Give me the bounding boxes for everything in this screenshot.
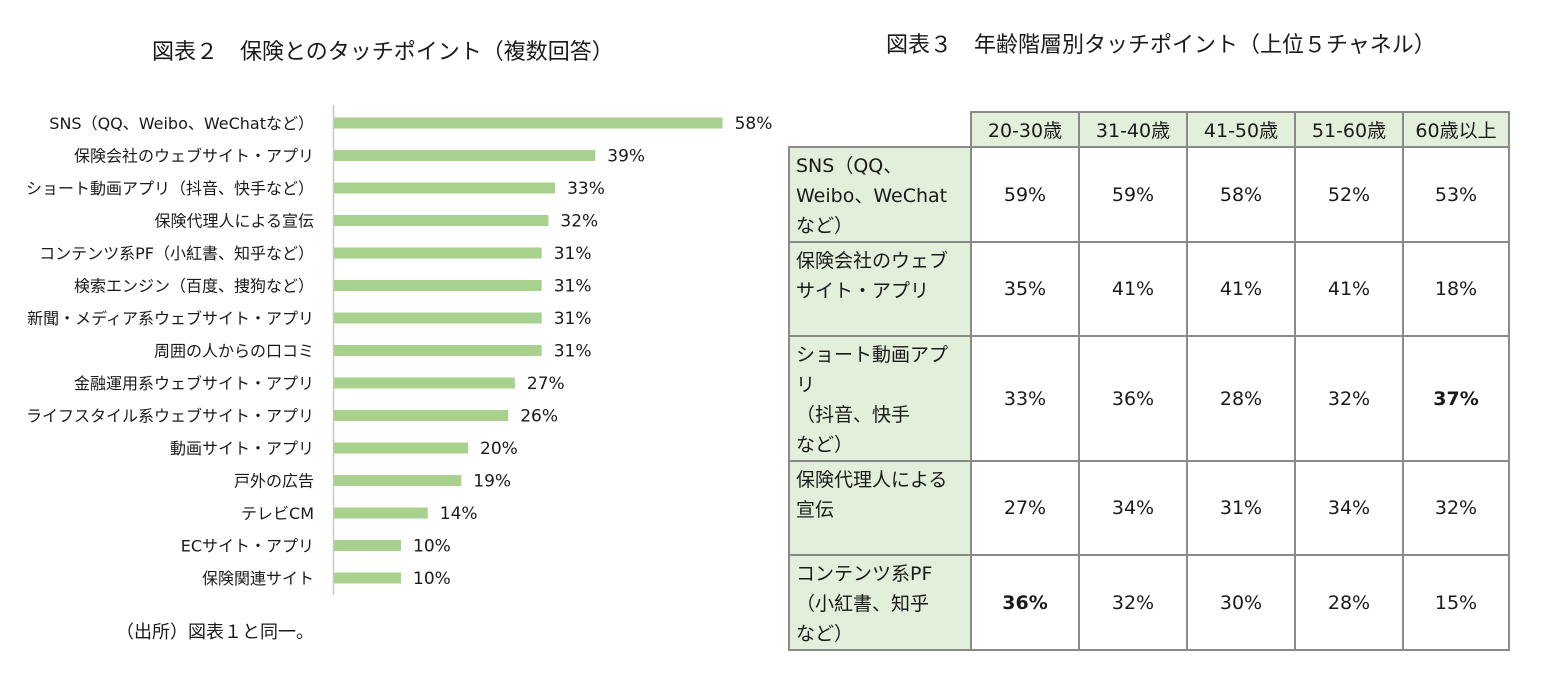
data-label: 31%: [554, 277, 592, 297]
category-label: コンテンツ系PF（小紅書、知乎など）: [39, 244, 314, 263]
table-cell: 27%: [970, 460, 1080, 556]
table-cell: 32%: [1402, 460, 1510, 556]
bar: [334, 540, 401, 551]
column-header: 41-50歳: [1186, 111, 1296, 148]
bar: [334, 182, 556, 194]
row-header: SNS（QQ、 Weibo、WeChat など）: [788, 146, 972, 243]
data-label: 31%: [554, 309, 592, 329]
data-label: 14%: [440, 504, 478, 524]
table-cell: 41%: [1078, 241, 1188, 337]
table-cell: 41%: [1186, 241, 1296, 337]
bar: [334, 345, 542, 356]
column-header: 60歳以上: [1402, 111, 1510, 148]
data-label: 31%: [554, 244, 592, 264]
table-cell: 32%: [1078, 554, 1188, 651]
table-cell: 52%: [1294, 146, 1404, 243]
table-cell: 34%: [1078, 460, 1188, 556]
bar: [334, 507, 428, 519]
source-note: （出所）図表１と同一。: [116, 622, 314, 643]
table-row: 保険代理人による 宣伝 27% 34% 31% 34% 32%: [788, 460, 1510, 556]
row-header: 保険代理人による 宣伝: [788, 460, 972, 556]
data-label: 58%: [735, 114, 773, 134]
table-cell: 18%: [1402, 241, 1510, 337]
category-label: ショート動画アプリ（抖音、快手など）: [26, 179, 314, 198]
table-cell: 53%: [1402, 146, 1510, 243]
table-cell: 59%: [1078, 146, 1188, 243]
table-cell: 35%: [970, 241, 1080, 337]
table-row: コンテンツ系PF （小紅書、知乎 など） 36% 32% 30% 28% 15%: [788, 554, 1510, 651]
bar: [334, 150, 596, 161]
table-cell: 30%: [1186, 554, 1296, 651]
table-cell: 37%: [1402, 335, 1510, 462]
chart2-title: 図表２ 保険とのタッチポイント（複数回答）: [152, 40, 614, 65]
table-cell: 31%: [1186, 460, 1296, 556]
category-label: 保険代理人による宣伝: [154, 212, 314, 231]
category-label: 周囲の人からの口コミ: [154, 342, 314, 361]
table-header-row: 20-30歳 31-40歳 41-50歳 51-60歳 60歳以上: [789, 111, 1510, 148]
category-label: SNS（QQ、Weibo、WeChatなど）: [49, 114, 314, 133]
bar: [334, 410, 509, 421]
bar: [334, 280, 542, 291]
column-header: 31-40歳: [1078, 111, 1188, 148]
chart2-bar-chart: SNS（QQ、Weibo、WeChatなど） 58% 保険会社のウェブサイト・アプリ…: [26, 105, 773, 595]
data-label: 10%: [413, 537, 451, 557]
category-label: 金融運用系ウェブサイト・アプリ: [74, 374, 314, 393]
bar: [334, 312, 542, 324]
bar: [334, 572, 401, 584]
data-label: 26%: [520, 407, 558, 427]
bar: [334, 475, 462, 486]
column-header: 51-60歳: [1294, 111, 1404, 148]
table-cell: 41%: [1294, 241, 1404, 337]
row-header: コンテンツ系PF （小紅書、知乎 など）: [788, 554, 972, 651]
category-label: 動画サイト・アプリ: [170, 439, 314, 458]
category-label: 保険関連サイト: [202, 569, 314, 588]
data-label: 33%: [567, 179, 605, 199]
bar: [334, 442, 468, 454]
category-label: ECサイト・アプリ: [181, 537, 314, 556]
chart3-title: 図表３ 年齢階層別タッチポイント（上位５チャネル）: [886, 33, 1436, 58]
table-cell: 58%: [1186, 146, 1296, 243]
category-label: 戸外の広告: [234, 472, 314, 491]
data-label: 19%: [473, 472, 511, 492]
bar: [334, 215, 549, 226]
data-label: 32%: [560, 212, 598, 232]
data-label: 31%: [554, 342, 592, 362]
table-cell: 33%: [970, 335, 1080, 462]
data-label: 27%: [527, 374, 565, 394]
table-cell: 36%: [970, 554, 1080, 651]
column-header: 20-30歳: [970, 111, 1080, 148]
table-row: ショート動画アプリ （抖音、快手 など） 33% 36% 28% 32% 37%: [788, 335, 1510, 462]
table-cell: 32%: [1294, 335, 1404, 462]
table-cell: 59%: [970, 146, 1080, 243]
category-label: ライフスタイル系ウェブサイト・アプリ: [26, 407, 314, 426]
age-touchpoint-table: 20-30歳 31-40歳 41-50歳 51-60歳 60歳以上 SNS（QQ…: [788, 111, 1510, 651]
table-row: 保険会社のウェブ サイト・アプリ 35% 41% 41% 41% 18%: [788, 241, 1510, 337]
table-corner: [789, 112, 972, 148]
bar: [334, 247, 542, 259]
bar: [334, 117, 723, 129]
category-label: 新聞・メディア系ウェブサイト・アプリ: [27, 309, 314, 328]
table-cell: 28%: [1294, 554, 1404, 651]
bar: [334, 377, 515, 389]
table-cell: 36%: [1078, 335, 1188, 462]
data-label: 20%: [480, 439, 518, 459]
table-cell: 34%: [1294, 460, 1404, 556]
table-cell: 28%: [1186, 335, 1296, 462]
data-label: 10%: [413, 569, 451, 589]
category-label: テレビCM: [241, 504, 314, 523]
category-label: 保険会社のウェブサイト・アプリ: [74, 147, 314, 166]
row-header: 保険会社のウェブ サイト・アプリ: [788, 241, 972, 337]
row-header: ショート動画アプリ （抖音、快手 など）: [788, 335, 972, 462]
table-cell: 15%: [1402, 554, 1510, 651]
category-label: 検索エンジン（百度、捜狗など）: [74, 277, 314, 296]
data-label: 39%: [607, 147, 645, 167]
table-row: SNS（QQ、 Weibo、WeChat など） 59% 59% 58% 52%…: [788, 146, 1510, 243]
